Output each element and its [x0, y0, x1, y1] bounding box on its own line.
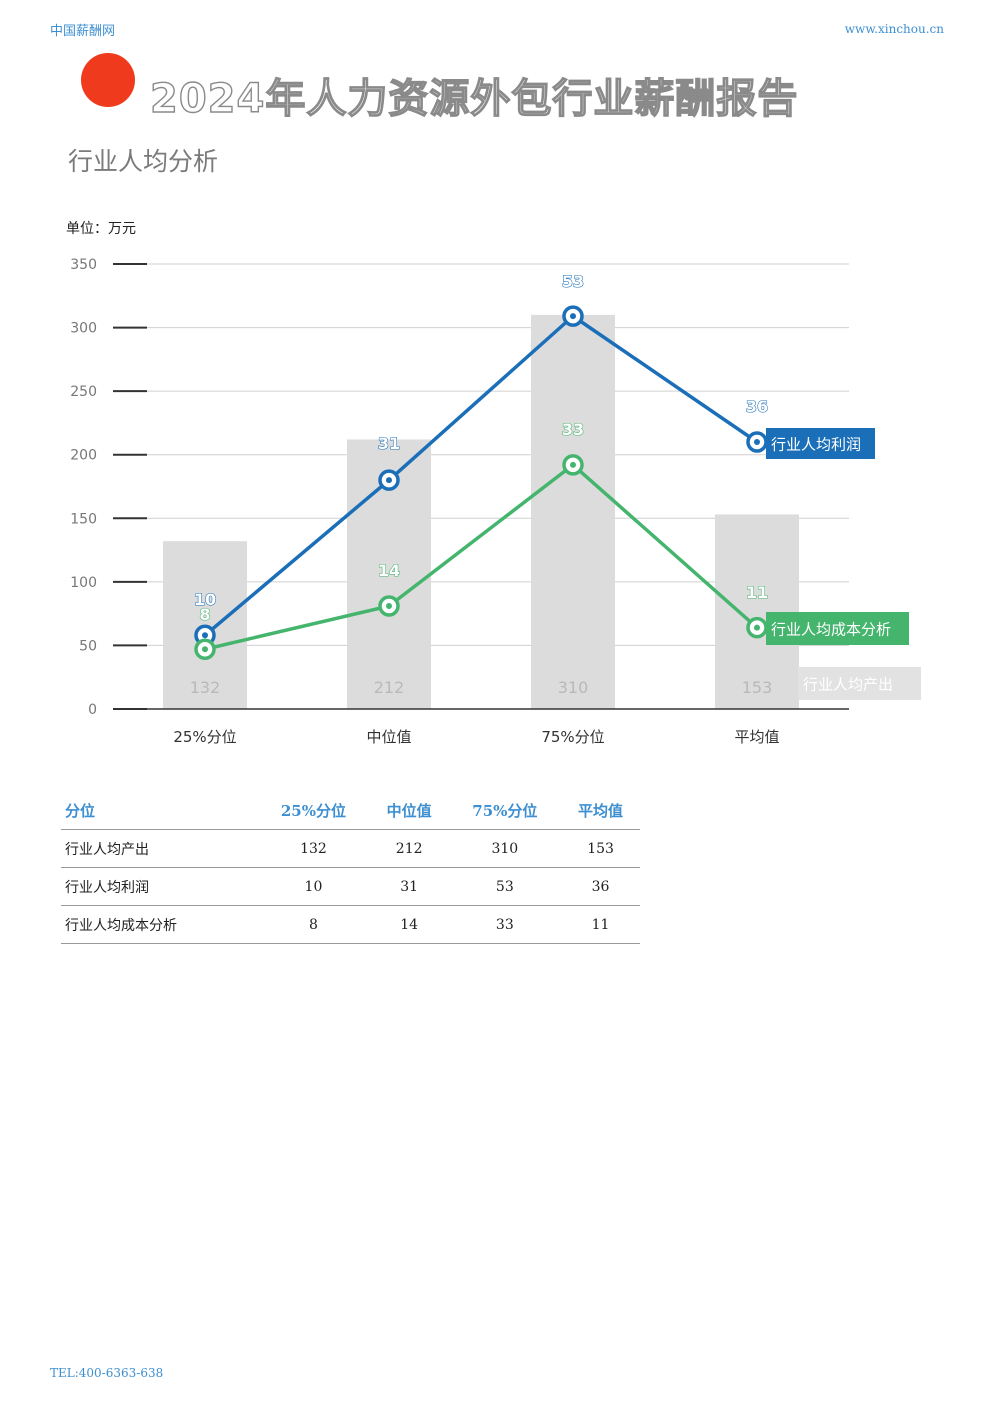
bar-data-label: 310	[558, 678, 589, 697]
bar-data-label: 212	[374, 678, 405, 697]
footer-tel: TEL:400-6363-638	[50, 1366, 164, 1380]
chart-unit-label: 单位：万元	[66, 221, 136, 237]
table-cell: 36	[561, 867, 640, 906]
table-header: 中位值	[369, 792, 449, 830]
legend-tag-output-box	[798, 667, 921, 700]
data-label-cost: 8	[199, 605, 210, 624]
x-tick-label: 中位值	[366, 728, 411, 746]
site-url[interactable]: www.xinchou.cn	[844, 22, 944, 36]
table-cell: 11	[561, 905, 640, 944]
bar-data-label: 132	[190, 678, 221, 697]
table-row: 行业人均产出 132 212 310 153	[61, 829, 640, 868]
legend-tag-profit-text: 行业人均利润	[771, 436, 861, 454]
report-title: 2024年人力资源外包行业薪酬报告	[149, 75, 799, 122]
table-cell: 132	[257, 829, 370, 868]
per-capita-chart: 0 50 100 150 200 250 300 350 132 212 310 153 25%分位 中位…	[70, 257, 921, 746]
table-header: 平均值	[561, 792, 640, 830]
data-point-cost-center	[202, 646, 208, 653]
x-tick-label: 25%分位	[173, 728, 236, 746]
table-cell: 行业人均成本分析	[61, 905, 258, 944]
data-label-profit: 53	[562, 272, 584, 291]
y-tick-label: 150	[70, 511, 97, 527]
series-line-cost	[204, 463, 759, 651]
x-tick-label: 平均值	[734, 728, 779, 746]
y-tick-label: 350	[70, 257, 97, 273]
table-cell: 10	[257, 867, 370, 906]
legend-tag-profit-box	[766, 428, 875, 459]
table-cell: 行业人均产出	[61, 829, 258, 868]
y-tick-label: 0	[88, 702, 97, 718]
table-header-row: 分位 25%分位 中位值 75%分位 平均值	[61, 792, 640, 830]
title-accent-dot	[81, 53, 135, 107]
table-header: 分位	[61, 792, 258, 830]
bar-output	[715, 514, 799, 709]
bar-output	[531, 314, 615, 709]
section-title: 行业人均分析	[68, 147, 219, 176]
y-tick-label: 250	[70, 384, 97, 400]
data-point-profit-center	[386, 477, 392, 484]
y-tick-label: 200	[70, 448, 97, 464]
table-row: 行业人均利润 10 31 53 36	[61, 867, 640, 906]
bar-data-label: 153	[742, 678, 773, 697]
legend-tag-cost-box	[766, 612, 909, 645]
x-tick-label: 75%分位	[541, 728, 604, 746]
data-label-cost: 33	[562, 420, 584, 439]
table-cell: 53	[448, 867, 562, 906]
data-label-cost: 14	[378, 561, 400, 580]
table-cell: 33	[448, 905, 562, 944]
data-point-profit-center	[202, 632, 208, 639]
data-label-profit: 36	[746, 397, 768, 416]
data-label-cost: 11	[746, 583, 768, 602]
legend-tag-output-text: 行业人均产出	[803, 676, 893, 694]
table-cell: 行业人均利润	[61, 867, 258, 906]
table-cell: 14	[369, 905, 449, 944]
table-cell: 31	[369, 867, 449, 906]
site-name: 中国薪酬网	[50, 24, 116, 39]
y-tick-label: 300	[70, 321, 97, 337]
table-row: 行业人均成本分析 8 14 33 11	[61, 905, 640, 944]
data-label-profit: 31	[378, 434, 400, 453]
data-point-profit-center	[570, 313, 576, 320]
data-point-profit-center	[754, 439, 760, 445]
table-cell: 8	[257, 905, 370, 944]
data-point-cost-center	[386, 603, 392, 610]
series-line-profit	[203, 314, 758, 637]
data-label-profit: 10	[194, 590, 216, 609]
table-cell: 153	[561, 829, 640, 868]
table-header: 25%分位	[257, 792, 370, 830]
table-cell: 310	[448, 829, 562, 868]
legend-tag-cost-text: 行业人均成本分析	[771, 621, 891, 639]
data-point-cost-center	[570, 461, 576, 468]
data-table: 分位 25%分位 中位值 75%分位 平均值 行业人均产出 132 212 31…	[61, 792, 640, 944]
y-tick-label: 50	[79, 638, 97, 654]
table-cell: 212	[369, 829, 449, 868]
data-point-cost-center	[754, 624, 760, 631]
table-header: 75%分位	[448, 792, 562, 830]
y-tick-label: 100	[70, 575, 97, 591]
